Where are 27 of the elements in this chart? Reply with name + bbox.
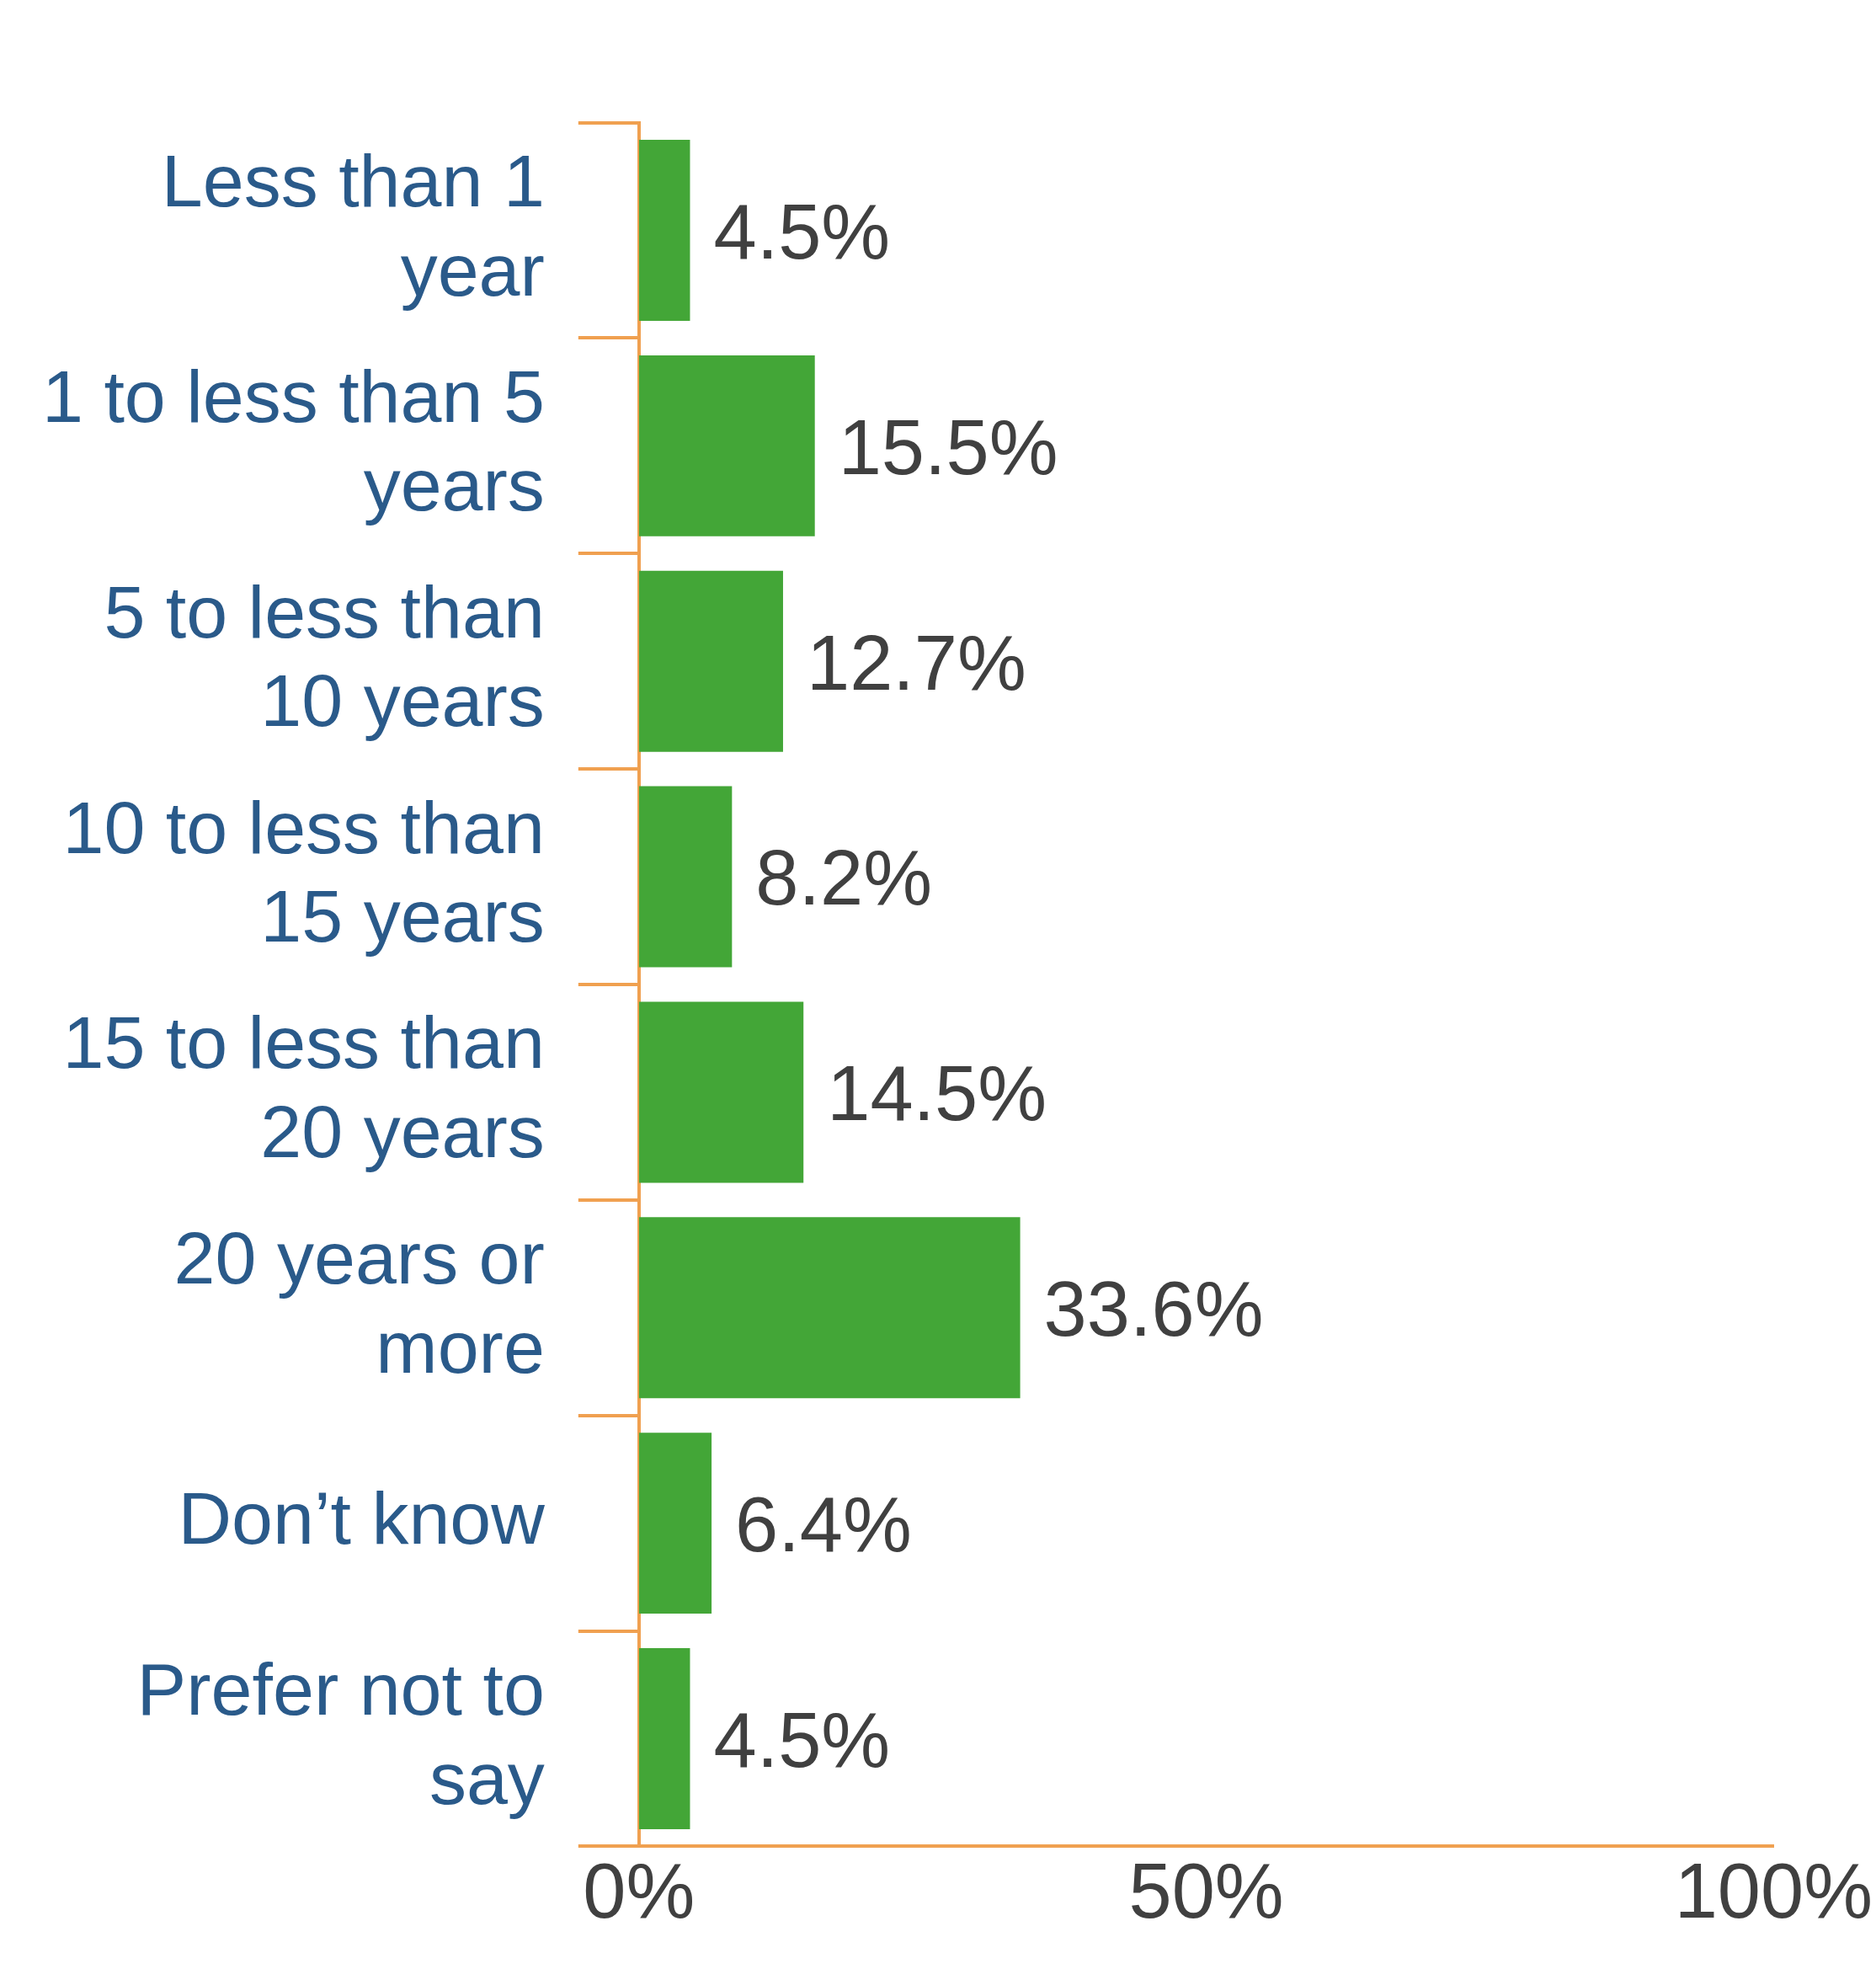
- bar: [638, 1648, 690, 1829]
- y-tick-label: Less than 1 year: [161, 138, 545, 312]
- y-tick-label: Prefer not to say: [136, 1646, 545, 1820]
- bar: [638, 1217, 1021, 1399]
- y-tick-label: 5 to less than 10 years: [104, 569, 545, 743]
- data-label: 15.5%: [838, 403, 1058, 490]
- x-tick-label: 50%: [1128, 1847, 1284, 1934]
- bar: [638, 355, 815, 536]
- data-label: 6.4%: [735, 1481, 912, 1567]
- data-label: 12.7%: [806, 619, 1026, 706]
- data-label: 4.5%: [713, 1696, 891, 1783]
- data-label: 14.5%: [827, 1050, 1047, 1137]
- bar: [638, 1001, 804, 1183]
- bar: [638, 786, 733, 968]
- x-tick-label: 100%: [1674, 1847, 1873, 1934]
- data-label: 4.5%: [713, 188, 891, 275]
- x-tick-label: 0%: [583, 1847, 696, 1934]
- y-tick-label: Don’t know: [178, 1475, 546, 1560]
- bar: [638, 140, 690, 321]
- bar: [638, 570, 783, 752]
- data-label: 8.2%: [755, 835, 933, 921]
- y-tick-label: 20 years or more: [173, 1216, 545, 1389]
- y-tick-label: 1 to less than 5 years: [41, 354, 545, 527]
- data-label: 33.6%: [1043, 1266, 1264, 1353]
- y-tick-label: 15 to less than 20 years: [62, 1001, 545, 1173]
- y-tick-label: 10 to less than 15 years: [62, 785, 545, 958]
- bar: [638, 1433, 712, 1614]
